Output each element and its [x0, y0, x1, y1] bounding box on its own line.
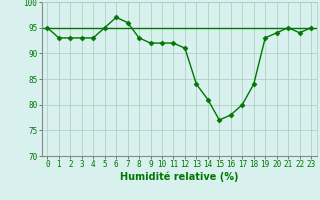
X-axis label: Humidité relative (%): Humidité relative (%) [120, 172, 238, 182]
